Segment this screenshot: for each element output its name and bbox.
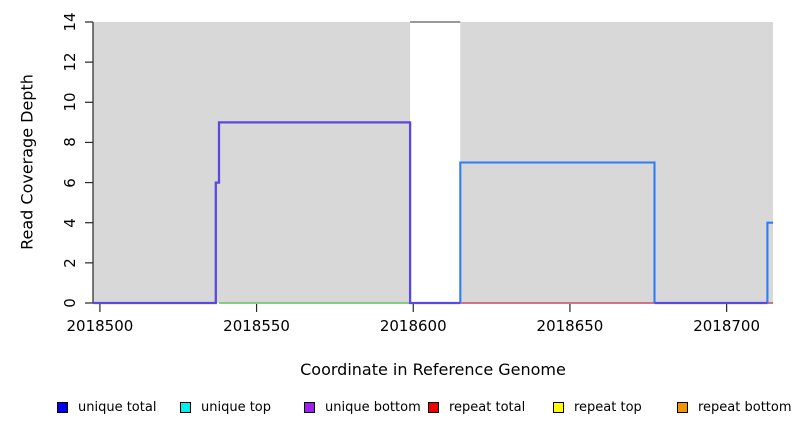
legend-item-repeat-top: repeat top [553, 398, 642, 416]
legend-label: repeat total [449, 399, 526, 415]
x-tick-label: 2018650 [536, 317, 604, 335]
y-tick-label: 12 [61, 52, 79, 72]
x-tick-label: 2018500 [66, 317, 134, 335]
legend-label: unique bottom [325, 399, 421, 415]
legend-label: unique total [78, 399, 157, 415]
x-tick-label: 2018600 [379, 317, 447, 335]
purple-step-line [93, 121, 461, 305]
legend-item-unique-top: unique top [180, 398, 271, 416]
x-tick-label: 2018550 [223, 317, 290, 335]
legend-swatch-unique-top [180, 401, 191, 413]
x-axis-title: Coordinate in Reference Genome [300, 360, 566, 379]
legend-swatch-unique-total [57, 401, 68, 413]
legend-swatch-repeat-top [553, 401, 564, 413]
y-tick-label: 2 [61, 258, 79, 268]
legend-item-repeat-bottom: repeat bottom [677, 398, 792, 416]
legend-item-unique-bottom: unique bottom [304, 398, 421, 416]
y-tick-label: 14 [61, 12, 79, 32]
y-tick-label: 6 [61, 177, 79, 188]
legend-label: repeat bottom [698, 399, 792, 415]
blue-step-line [459, 161, 656, 303]
legend-swatch-repeat-total [428, 401, 439, 413]
y-tick-label: 10 [61, 92, 79, 112]
legend-item-unique-total: unique total [57, 398, 156, 416]
legend-label: repeat top [574, 399, 642, 415]
shaded-region-left [93, 22, 411, 303]
y-tick-label: 4 [61, 217, 79, 228]
blue-right-step [766, 221, 773, 303]
legend-item-repeat-total: repeat total [428, 398, 525, 416]
y-axis-title: Read Coverage Depth [17, 74, 37, 250]
legend-label: unique top [201, 399, 272, 415]
y-tick-label: 8 [61, 137, 79, 148]
x-tick-label: 2018700 [693, 317, 761, 335]
legend-swatch-repeat-bottom [677, 401, 688, 413]
legend-swatch-unique-bottom [304, 401, 315, 413]
y-tick-label: 0 [61, 298, 79, 308]
